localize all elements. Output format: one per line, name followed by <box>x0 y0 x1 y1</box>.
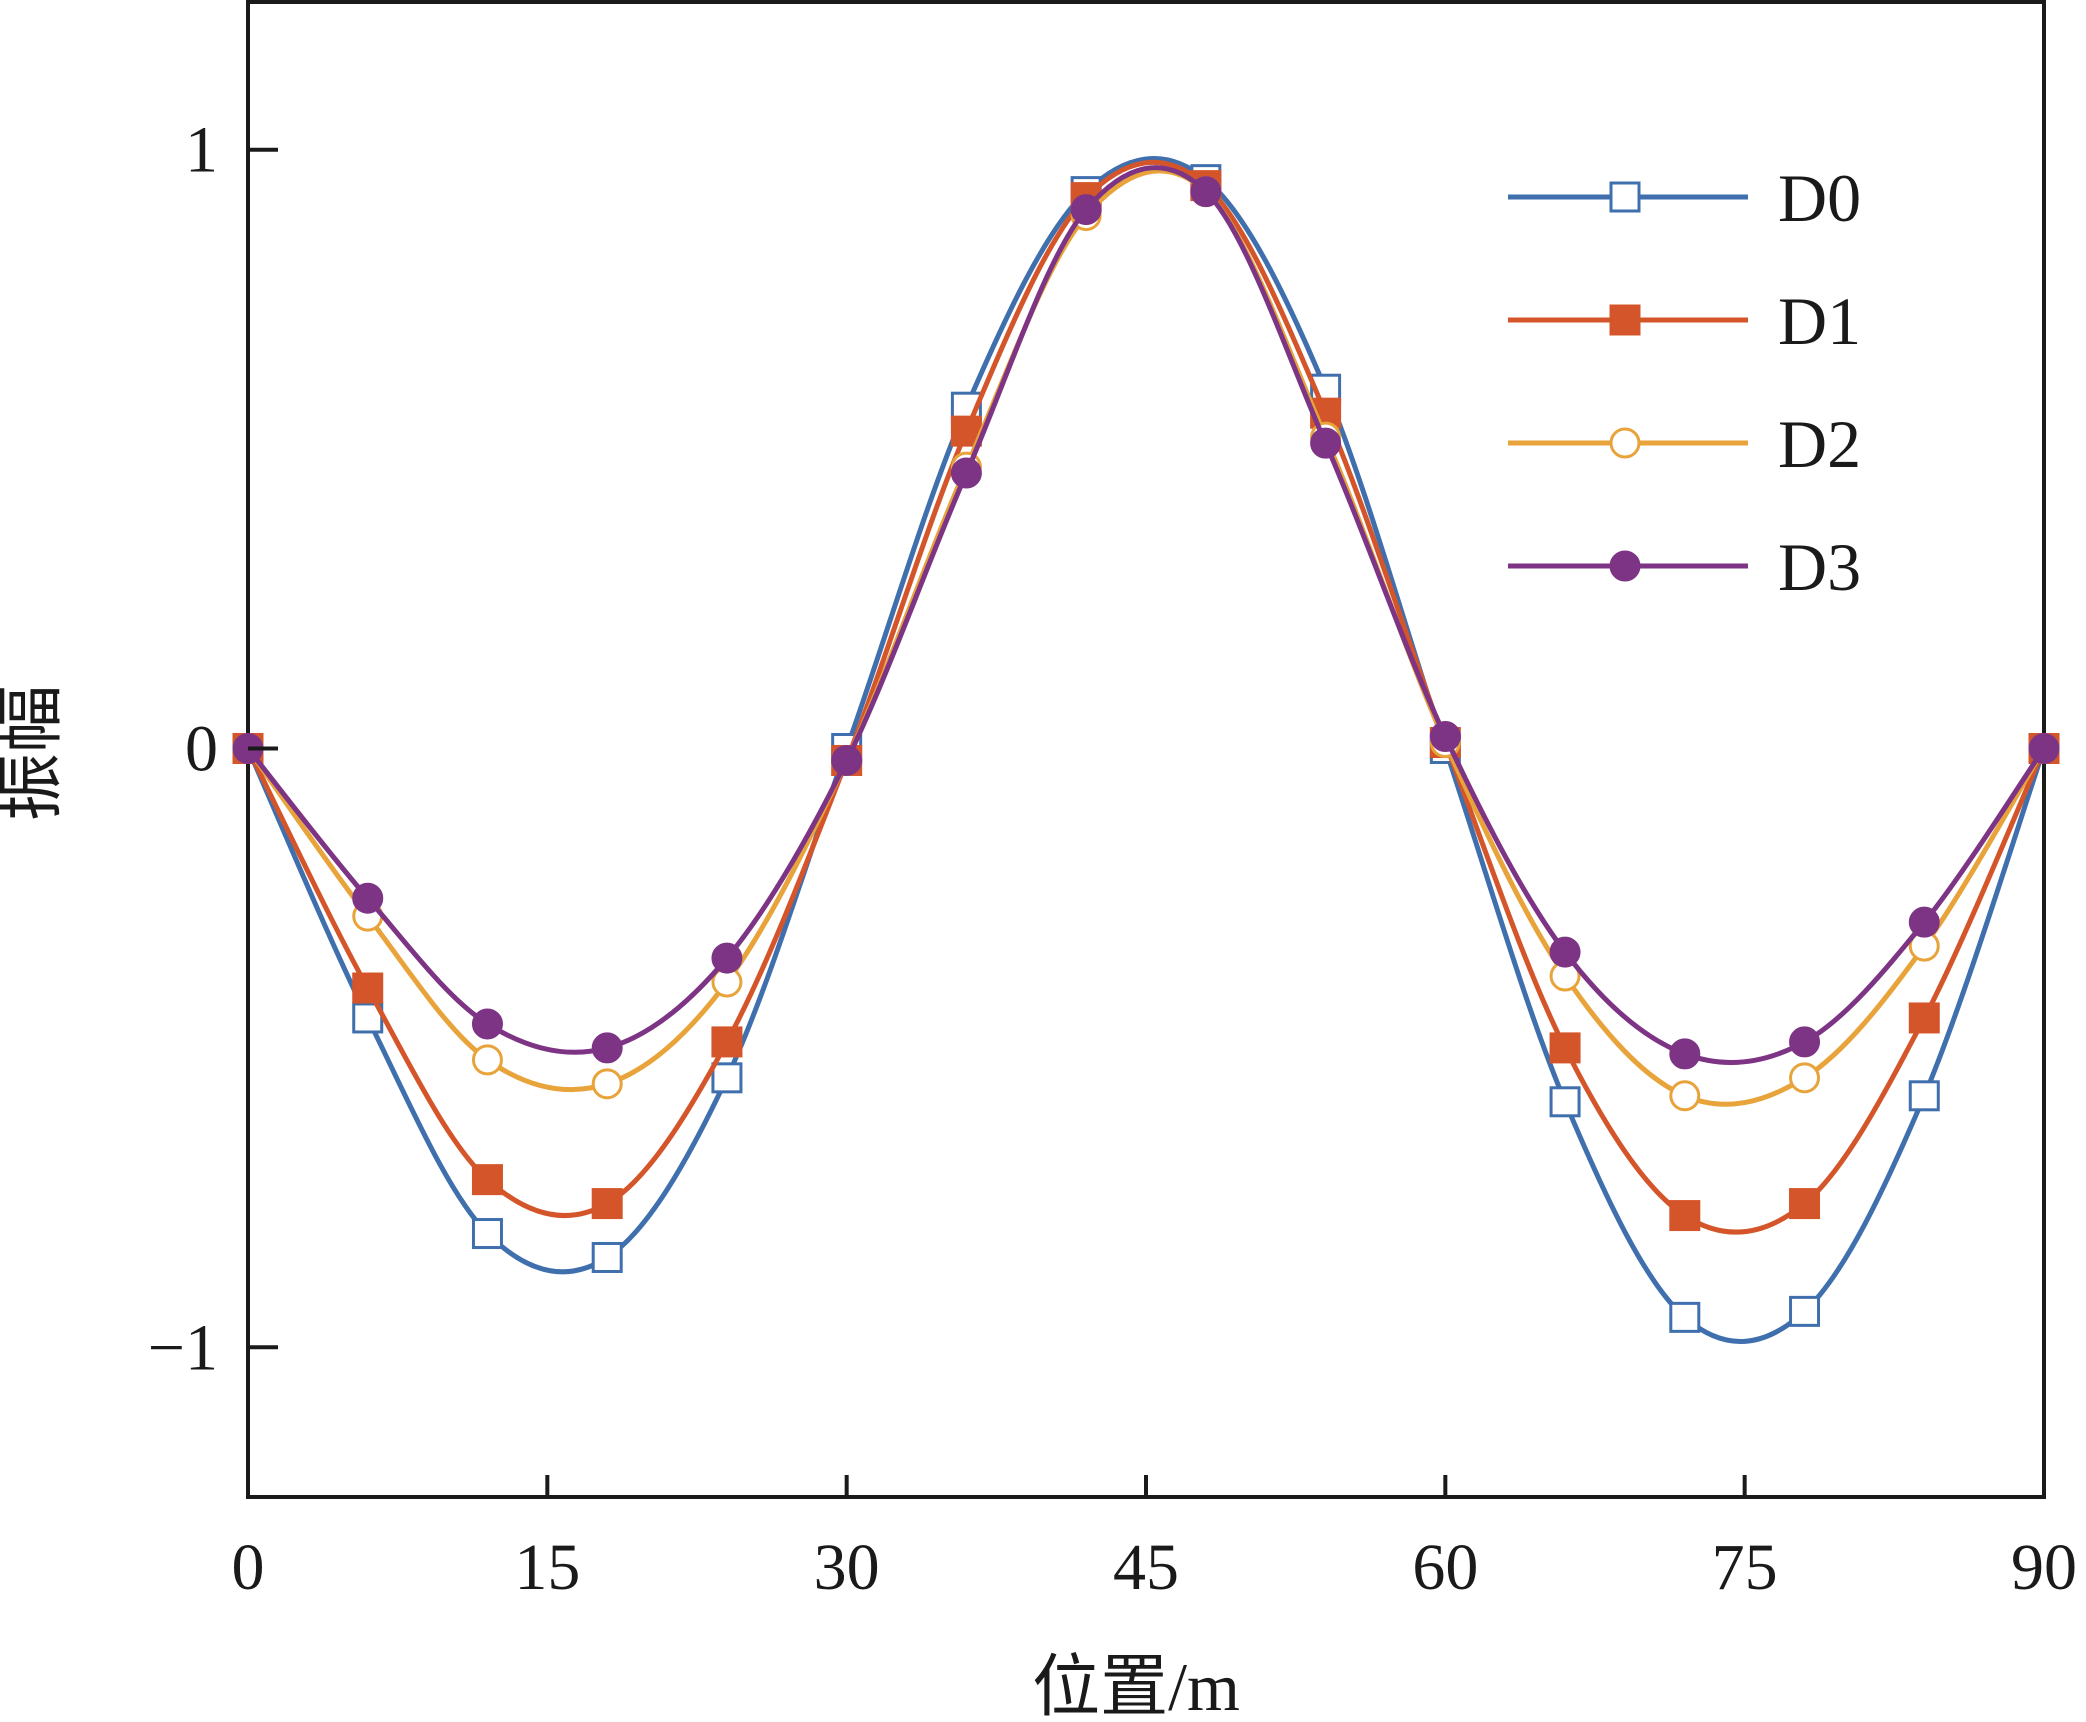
series-d0-point <box>711 1062 743 1094</box>
series-d1-line <box>245 159 2047 1235</box>
series-d1-point <box>1549 1032 1581 1064</box>
series-d3-point <box>471 1008 503 1040</box>
y-tick-label: −1 <box>148 1311 218 1384</box>
series-d3-point <box>2028 733 2060 764</box>
series-d3-point <box>1190 176 1222 208</box>
series-d1-point <box>352 972 384 1004</box>
series-d0-point <box>591 1241 623 1273</box>
series-d2-line <box>245 168 2047 1107</box>
series-d1-point <box>1669 1200 1701 1232</box>
series-d0-point <box>1669 1301 1701 1333</box>
x-tick-label: 60 <box>1412 1531 1478 1604</box>
x-tick-label: 0 <box>232 1531 265 1604</box>
series-d2-point <box>1789 1062 1821 1094</box>
legend-marker-d3 <box>1609 550 1641 582</box>
series-d2-point <box>471 1044 503 1076</box>
y-axis-label: 振幅 <box>0 685 69 821</box>
series-d2-point <box>1669 1080 1701 1112</box>
x-tick-label: 30 <box>814 1531 880 1604</box>
y-tick-label: 0 <box>185 713 218 786</box>
series-d0-line <box>245 156 2047 1344</box>
series-d1-point <box>591 1188 623 1220</box>
series-d3-point <box>711 942 743 974</box>
series-d3-point <box>352 882 384 914</box>
axes: 位置/m 振幅 0 15 30 45 60 75 90 1 0 −1 <box>0 114 2077 1722</box>
series-d1-point <box>711 1026 743 1058</box>
legend-label-d1: D1 <box>1778 283 1861 359</box>
legend-label-d3: D3 <box>1778 529 1861 605</box>
legend-marker-d2 <box>1609 427 1641 459</box>
series-d3-point <box>1549 936 1581 968</box>
series-d1-point <box>1789 1188 1821 1220</box>
legend-marker-d1 <box>1609 304 1641 336</box>
series-d3-point <box>1789 1026 1821 1058</box>
series-d0-point <box>1908 1080 1940 1112</box>
series-d3-point <box>1070 194 1102 226</box>
series-d0-point <box>471 1218 503 1250</box>
plot-area <box>246 0 2046 1499</box>
series-d0-point <box>1789 1295 1821 1327</box>
series-d3-point <box>831 744 863 776</box>
x-axis-label: 位置/m <box>1032 1649 1240 1722</box>
series-d3-point <box>591 1032 623 1064</box>
x-tick-label: 15 <box>514 1531 580 1604</box>
series-layer <box>232 156 2060 1344</box>
series-d3-point <box>950 457 982 489</box>
series-d2-point <box>591 1068 623 1100</box>
series-d3-point <box>1908 906 1940 938</box>
legend-item-d3: D3 <box>1508 529 1861 605</box>
y-tick-label: 1 <box>185 114 218 187</box>
series-d0-point <box>1549 1086 1581 1118</box>
x-tick-label: 90 <box>2011 1531 2077 1604</box>
x-tick-label: 75 <box>1712 1531 1778 1604</box>
legend-item-d2: D2 <box>1508 406 1861 482</box>
legend-item-d1: D1 <box>1508 283 1861 359</box>
series-d3-point <box>1429 721 1461 753</box>
legend: D0 D1 D2 D3 <box>1508 160 1861 605</box>
legend-label-d2: D2 <box>1778 406 1861 482</box>
plot-frame <box>246 0 2046 1499</box>
series-d3-line <box>246 165 2047 1065</box>
legend-label-d0: D0 <box>1778 160 1861 236</box>
legend-item-d0: D0 <box>1508 160 1861 236</box>
x-tick-label: 45 <box>1113 1531 1179 1604</box>
series-d1-point <box>471 1164 503 1196</box>
series-d3-point <box>1310 427 1342 459</box>
series-d3 <box>232 165 2060 1070</box>
legend-marker-d0 <box>1609 181 1641 213</box>
series-d1-point <box>1908 1002 1940 1034</box>
series-d3-point <box>1669 1038 1701 1070</box>
